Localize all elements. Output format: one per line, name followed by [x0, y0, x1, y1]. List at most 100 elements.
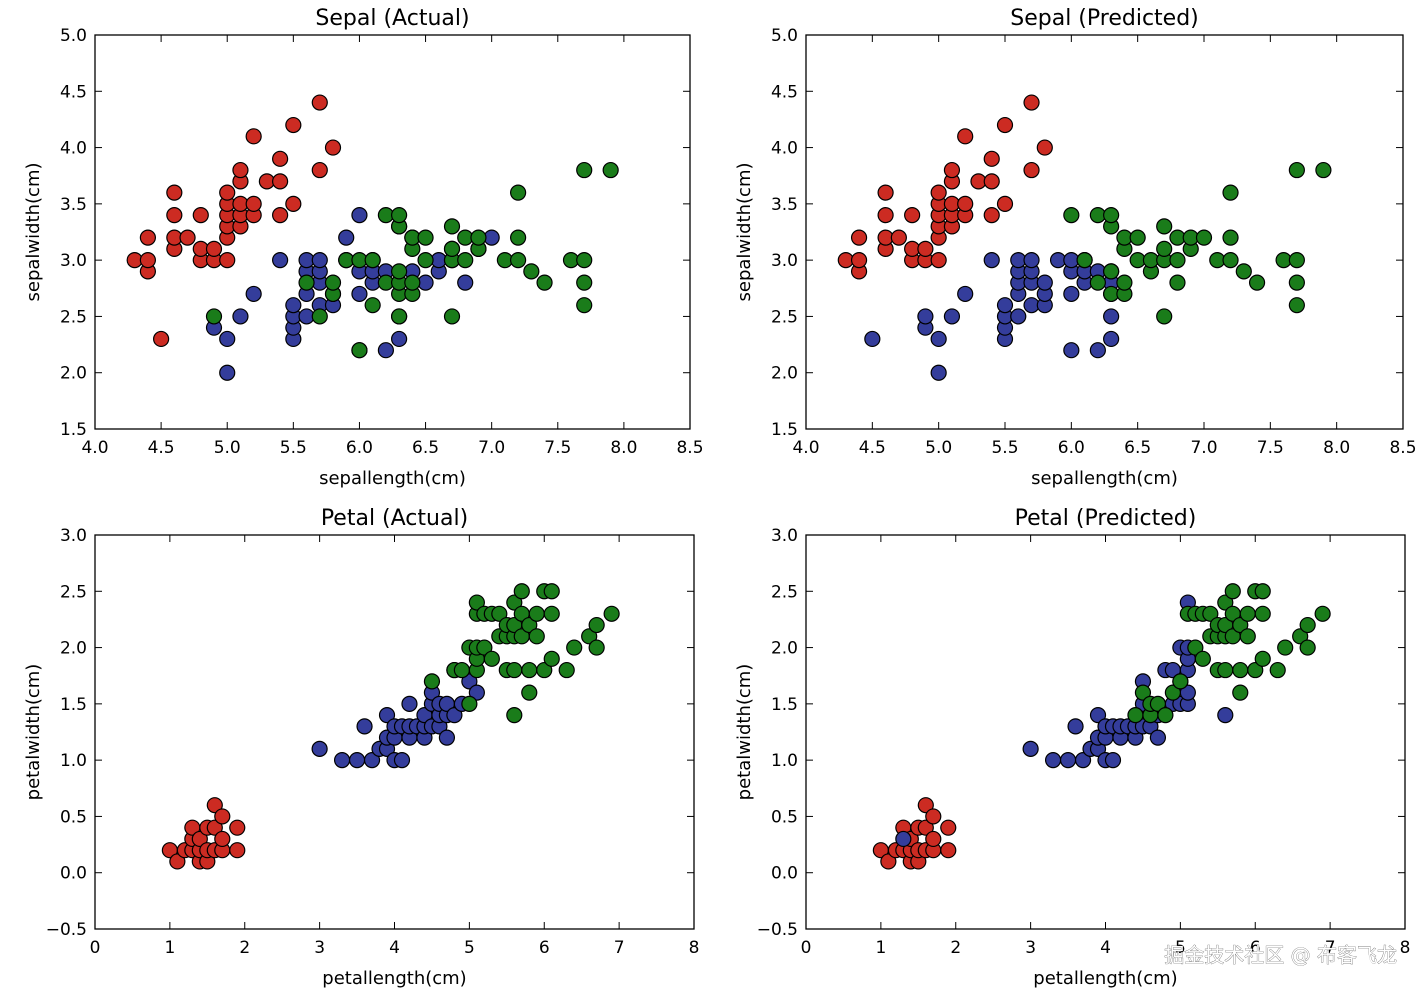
data-point — [205, 308, 223, 325]
x-axis-label: petallength(cm) — [1033, 968, 1177, 989]
data-point — [506, 661, 523, 679]
data-point — [1239, 605, 1256, 622]
data-point — [468, 684, 485, 701]
data-point — [957, 285, 974, 303]
data-point — [983, 207, 1000, 224]
chart-title: Sepal (Actual) — [315, 6, 469, 31]
series-class_2 — [1127, 583, 1331, 724]
data-point — [324, 274, 342, 291]
data-point — [1254, 583, 1271, 600]
data-point — [285, 297, 302, 314]
y-tick-label: 5.0 — [60, 26, 87, 46]
data-point — [363, 752, 381, 769]
data-point — [957, 128, 974, 145]
y-tick-label: 3.0 — [771, 251, 798, 271]
y-tick-label: 2.0 — [771, 364, 798, 384]
data-point — [1044, 752, 1062, 769]
data-point — [536, 274, 553, 291]
data-point — [917, 819, 934, 836]
y-axis-label: sepalwidth(cm) — [734, 163, 755, 302]
data-point — [1149, 729, 1167, 746]
data-point — [528, 605, 545, 622]
data-point — [957, 195, 974, 212]
data-point — [1222, 252, 1239, 269]
x-tick-label: 2 — [950, 938, 961, 958]
data-point — [333, 752, 351, 769]
data-point — [214, 830, 231, 848]
data-point — [1269, 661, 1286, 679]
data-point — [528, 628, 545, 645]
data-point — [996, 297, 1014, 314]
data-point — [506, 594, 523, 611]
data-point — [1156, 308, 1173, 325]
data-point — [1222, 184, 1239, 201]
x-tick-label: 6 — [539, 938, 550, 958]
data-point — [1036, 274, 1053, 291]
data-point — [404, 274, 421, 291]
data-point — [940, 819, 957, 836]
data-point — [1156, 240, 1173, 257]
data-point — [1172, 673, 1189, 690]
data-point — [1288, 274, 1305, 291]
data-point — [576, 161, 593, 179]
data-point — [1103, 207, 1120, 224]
data-point — [461, 673, 478, 690]
watermark: 掘金技术社区 @ 布客飞龙 — [1164, 943, 1397, 967]
x-tick-label: 7.5 — [1257, 438, 1284, 458]
data-point — [377, 342, 394, 359]
data-point — [1023, 161, 1040, 179]
data-point — [1292, 628, 1309, 645]
data-point — [391, 330, 408, 348]
data-point — [1195, 229, 1213, 246]
data-point — [523, 263, 540, 280]
y-tick-label: −0.5 — [757, 920, 798, 940]
data-point — [391, 207, 408, 224]
chart-title: Petal (Actual) — [321, 506, 468, 531]
data-point — [206, 819, 223, 836]
data-point — [457, 274, 474, 291]
data-point — [1217, 707, 1234, 724]
x-tick-label: 5 — [1175, 938, 1186, 958]
data-point — [521, 616, 538, 634]
data-point — [1217, 594, 1234, 611]
plot-frame — [805, 34, 1404, 430]
data-point — [1248, 274, 1266, 291]
x-tick-label: 0 — [90, 938, 101, 958]
data-point — [588, 616, 605, 634]
data-point — [491, 605, 508, 622]
data-point — [1103, 263, 1120, 280]
x-tick-label: 6.5 — [412, 438, 439, 458]
data-point — [423, 673, 441, 690]
data-point — [356, 718, 373, 735]
data-point — [904, 207, 921, 224]
data-point — [311, 252, 328, 269]
data-point — [232, 161, 249, 179]
data-point — [1232, 684, 1249, 701]
data-point — [232, 308, 249, 325]
data-point — [169, 853, 186, 870]
data-point — [1134, 684, 1152, 701]
data-point — [311, 94, 328, 111]
data-point — [1194, 650, 1211, 667]
x-tick-label: 8.5 — [676, 438, 703, 458]
y-tick-label: 2.0 — [60, 364, 87, 384]
data-point — [219, 252, 236, 269]
data-point — [391, 263, 408, 280]
y-tick-label: 1.0 — [60, 751, 87, 771]
data-point — [983, 173, 1000, 190]
y-tick-label: 2.0 — [771, 639, 798, 659]
data-point — [245, 285, 262, 303]
data-point — [521, 684, 538, 701]
data-point — [1232, 661, 1249, 679]
data-point — [219, 184, 236, 201]
data-point — [943, 308, 961, 325]
x-tick-label: 2 — [239, 938, 250, 958]
y-tick-label: 5.0 — [771, 26, 798, 46]
data-point — [1089, 342, 1106, 359]
series-class_0 — [126, 94, 342, 348]
plot-frame — [94, 34, 691, 430]
data-point — [576, 297, 593, 314]
data-point — [996, 116, 1014, 134]
series-class_0 — [161, 797, 246, 870]
data-point — [166, 207, 183, 224]
